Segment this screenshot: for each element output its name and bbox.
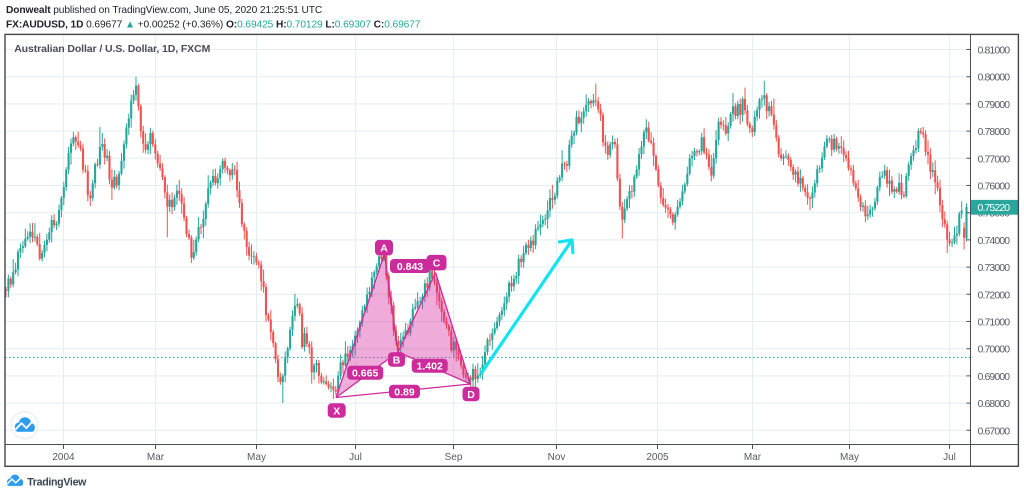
svg-text:0.68000: 0.68000 (978, 398, 1011, 410)
svg-text:0.73000: 0.73000 (978, 262, 1011, 274)
svg-text:A: A (380, 243, 388, 255)
svg-text:Australian Dollar / U.S. Dolla: Australian Dollar / U.S. Dollar, 1D, FXC… (14, 43, 210, 55)
svg-text:2004: 2004 (52, 452, 75, 463)
svg-text:B: B (393, 354, 401, 366)
svg-text:0.843: 0.843 (397, 261, 423, 273)
svg-text:0.70000: 0.70000 (978, 344, 1011, 356)
svg-text:0.89: 0.89 (394, 386, 415, 398)
svg-text:Jul: Jul (943, 452, 956, 463)
svg-text:X: X (333, 405, 340, 417)
svg-text:0.76000: 0.76000 (978, 181, 1011, 193)
svg-text:0.80000: 0.80000 (978, 72, 1011, 84)
svg-text:0.74000: 0.74000 (978, 235, 1011, 247)
svg-text:0.77000: 0.77000 (978, 153, 1011, 165)
svg-text:Donwealt published on TradingV: Donwealt published on TradingView.com, J… (6, 5, 322, 16)
svg-text:0.78000: 0.78000 (978, 126, 1011, 138)
svg-text:Nov: Nov (548, 452, 566, 463)
svg-text:Mar: Mar (147, 452, 165, 463)
svg-text:FX:AUDUSD, 1D 0.69677 ▲ +0.002: FX:AUDUSD, 1D 0.69677 ▲ +0.00252 (+0.36%… (6, 20, 421, 31)
svg-text:Sep: Sep (445, 452, 463, 463)
svg-text:1.402: 1.402 (417, 361, 443, 373)
svg-text:0.81000: 0.81000 (978, 45, 1011, 57)
svg-text:D: D (467, 389, 475, 401)
svg-text:0.79000: 0.79000 (978, 99, 1011, 111)
svg-text:0.71000: 0.71000 (978, 317, 1011, 329)
svg-text:0.75220: 0.75220 (978, 202, 1011, 214)
svg-text:TradingView: TradingView (27, 476, 87, 488)
svg-text:0.665: 0.665 (352, 368, 378, 380)
svg-text:0.69000: 0.69000 (978, 371, 1011, 383)
svg-text:0.72000: 0.72000 (978, 289, 1011, 301)
svg-text:Mar: Mar (744, 452, 762, 463)
svg-text:0.67000: 0.67000 (978, 425, 1011, 437)
svg-text:May: May (840, 452, 859, 463)
svg-text:C: C (433, 258, 441, 270)
svg-text:May: May (247, 452, 266, 463)
svg-text:Jul: Jul (349, 452, 362, 463)
svg-text:2005: 2005 (646, 452, 669, 463)
